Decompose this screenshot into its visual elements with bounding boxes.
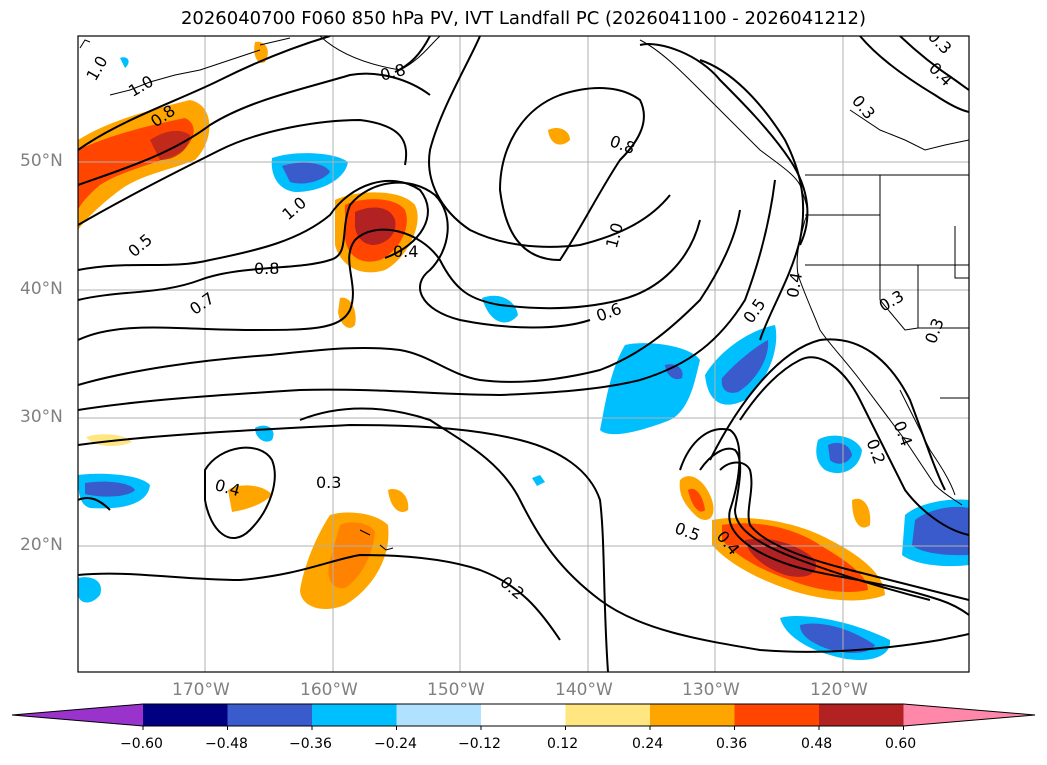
colorbar-tick-label: −0.60 xyxy=(120,736,163,752)
colorbar-tick-label: 0.60 xyxy=(885,736,917,752)
lat-label: 20°N xyxy=(20,535,63,555)
negative-anomaly-shading xyxy=(78,57,969,660)
colorbar-swatch xyxy=(227,704,313,726)
contour-label: 0.3 xyxy=(316,473,341,492)
colorbar-swatch xyxy=(396,704,482,726)
colorbar-swatch xyxy=(565,704,651,726)
colorbar-tick-label: −0.24 xyxy=(374,736,417,752)
plot-frame xyxy=(77,35,970,673)
colorbar-tick-label: 0.48 xyxy=(801,736,833,752)
colorbar-tick-label: 0.36 xyxy=(716,736,748,752)
lon-label: 170°W xyxy=(172,680,230,700)
colorbar-swatch xyxy=(819,704,904,726)
lon-label: 120°W xyxy=(810,680,868,700)
colorbar-tick-label: −0.36 xyxy=(289,736,332,752)
pv-contours xyxy=(78,36,969,672)
lat-label: 50°N xyxy=(20,151,63,171)
colorbar-tick-label: 0.24 xyxy=(632,736,664,752)
colorbar-tick-label: −0.48 xyxy=(205,736,248,752)
lat-label: 30°N xyxy=(20,407,63,427)
colorbar-extend-low xyxy=(12,704,143,726)
contour-label: 0.8 xyxy=(254,259,279,278)
chart-title: 2026040700 F060 850 hPa PV, IVT Landfall… xyxy=(180,8,867,29)
contour-label: 0.4 xyxy=(783,271,806,299)
colorbar-extend-high xyxy=(903,704,1035,726)
colorbar-tick-label: −0.12 xyxy=(458,736,501,752)
lon-label: 160°W xyxy=(300,680,358,700)
colorbar xyxy=(11,703,1036,730)
lat-label: 40°N xyxy=(20,279,63,299)
colorbar-swatch xyxy=(143,704,228,726)
colorbar-tick-label: 0.12 xyxy=(547,736,579,752)
contour-label: 0.4 xyxy=(393,242,418,261)
gridlines xyxy=(78,36,969,672)
lon-label: 130°W xyxy=(682,680,740,700)
lon-label: 140°W xyxy=(555,680,613,700)
colorbar-swatch xyxy=(734,704,820,726)
colorbar-swatch xyxy=(481,704,566,726)
colorbar-swatch xyxy=(650,704,735,726)
lon-label: 150°W xyxy=(427,680,485,700)
colorbar-swatch xyxy=(312,704,397,726)
